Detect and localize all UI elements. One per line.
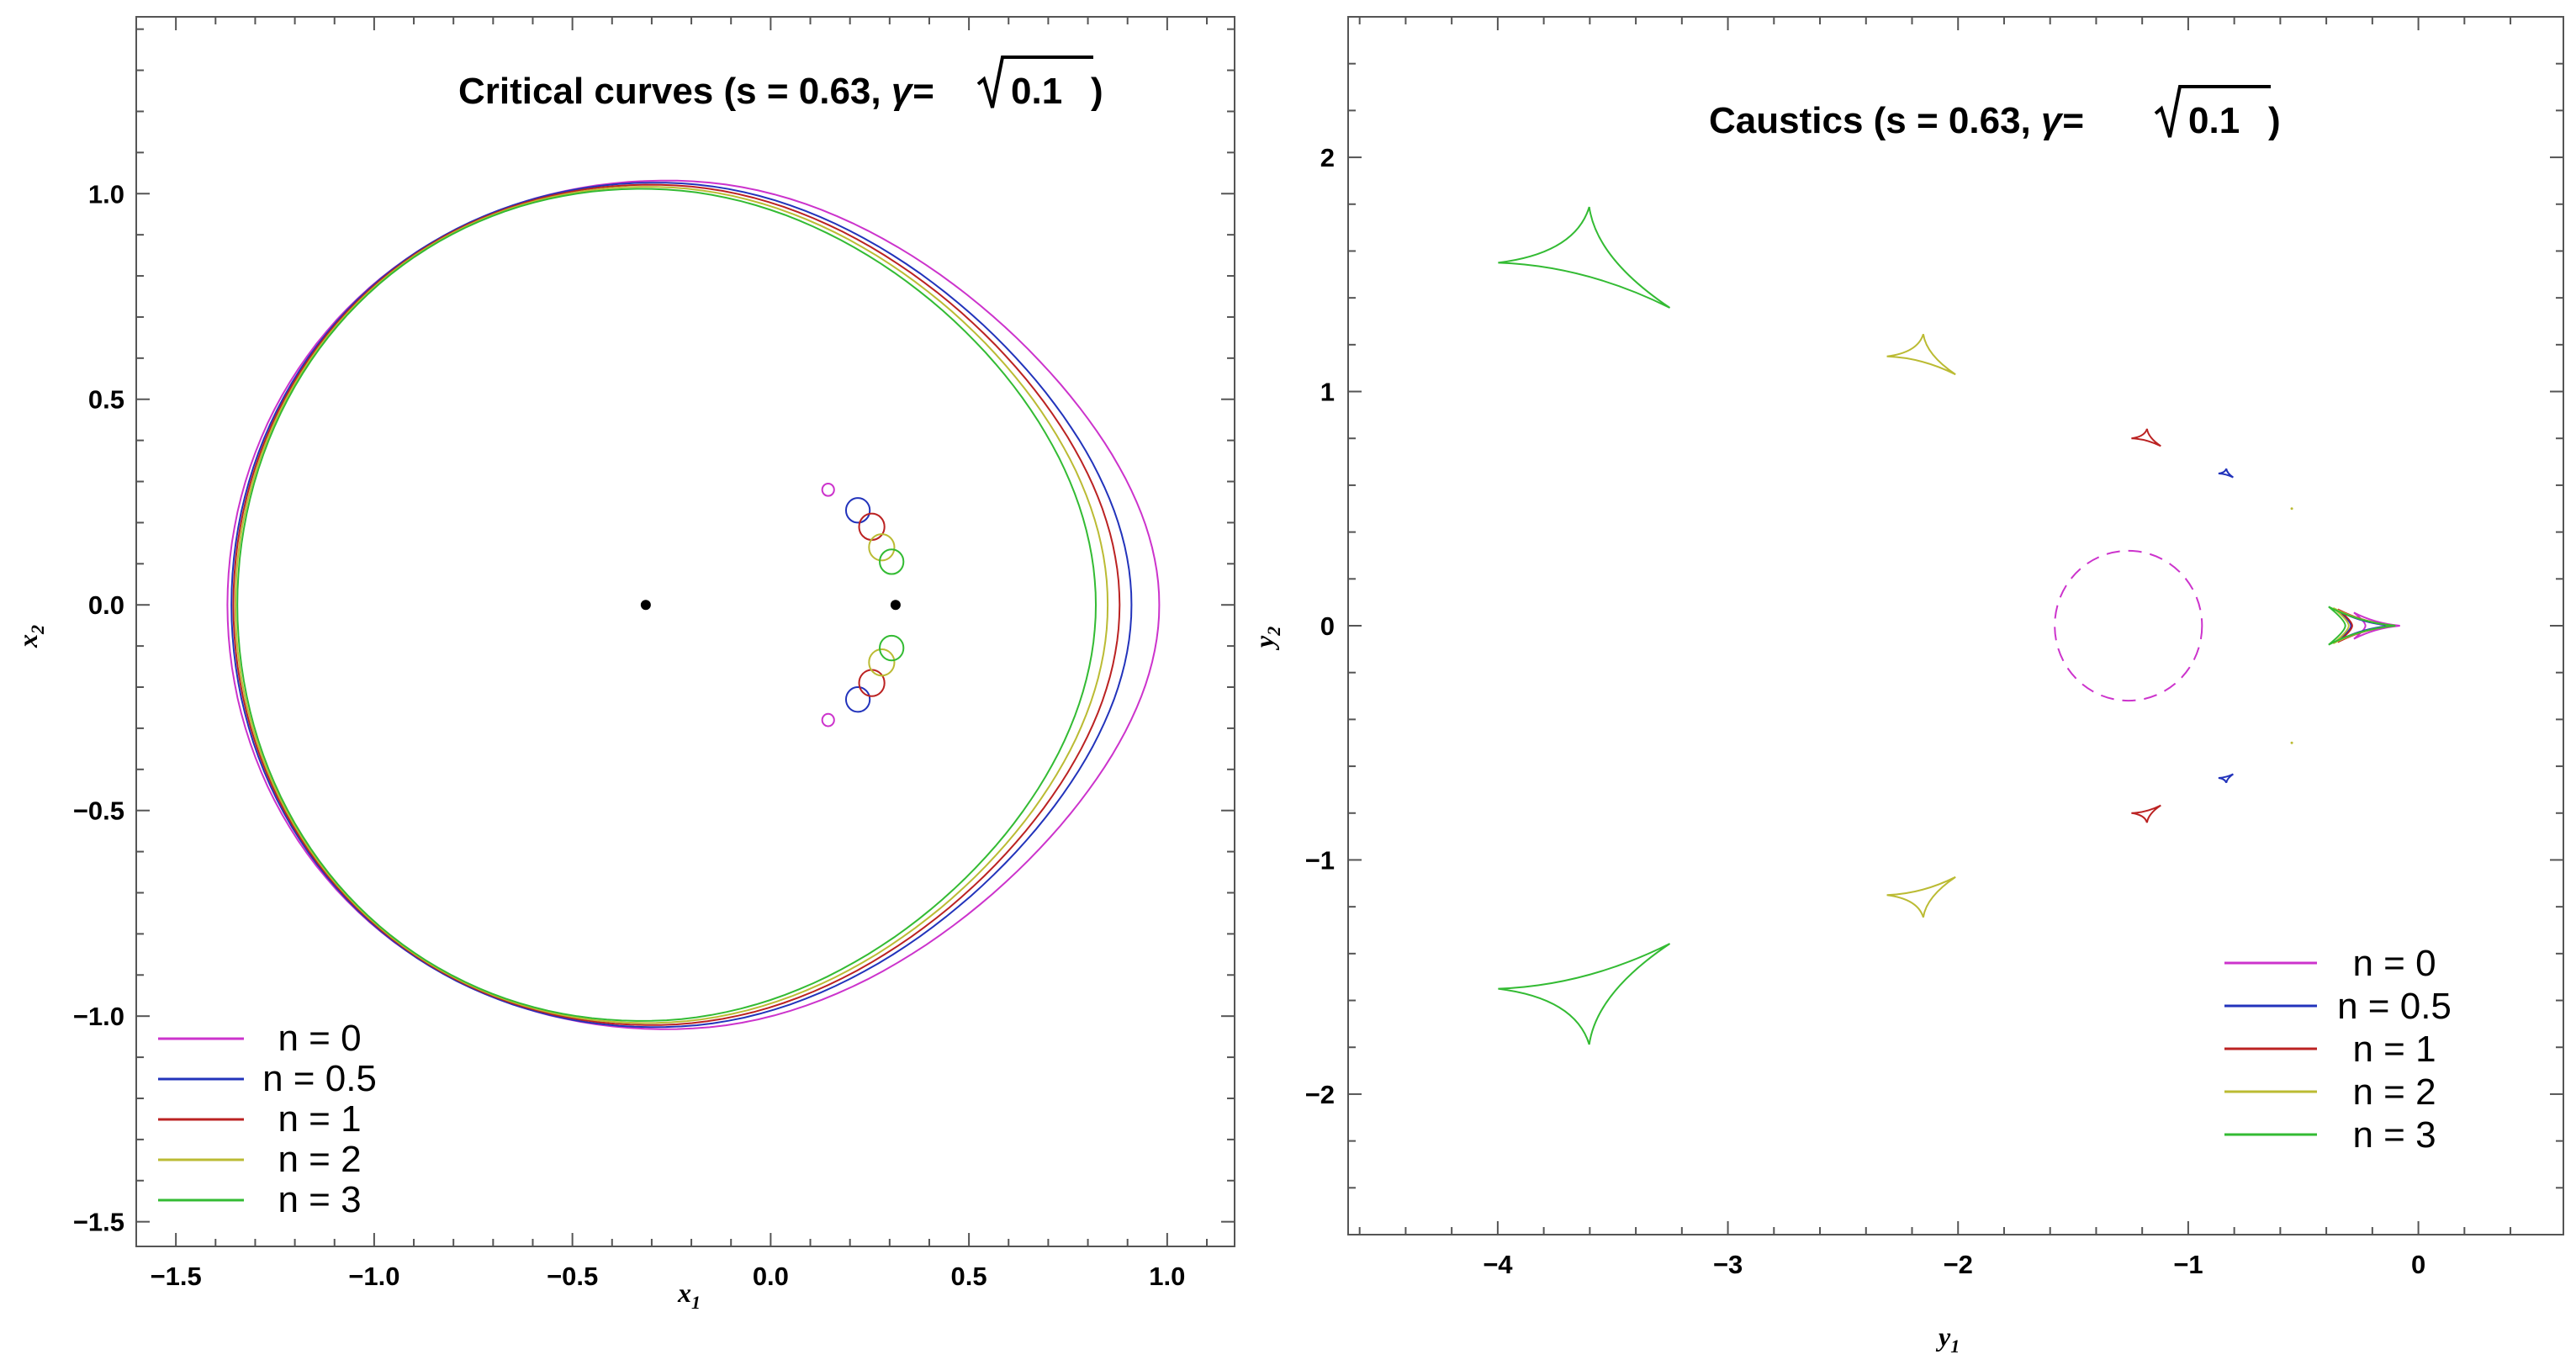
lens-position-point: [890, 600, 901, 611]
x-tick-label: −1.0: [348, 1262, 399, 1291]
critical-curve-small-loop: [868, 533, 896, 562]
caustic-tiny-dot: [2290, 741, 2293, 744]
caustic-upper-triangle: [1498, 206, 1671, 309]
legend-label: n = 1: [278, 1098, 361, 1140]
critical-curves-ticks: −1.5 −1.0 −0.5 0.0 0.5 1.0 1.0 0.5 0.0 −0.5 −1.0 −1…: [73, 17, 1235, 1291]
critical-curve-outer: [236, 188, 1098, 1022]
y-tick-label: 1: [1320, 378, 1335, 407]
caustic-central-cusp: [2353, 611, 2400, 640]
caustic-lower-triangle: [2131, 804, 2161, 823]
critical-curve-outer: [232, 183, 1121, 1026]
critical-curve-small-loop: [844, 497, 871, 524]
caustics-plot-area: [1498, 206, 2400, 1045]
caustic-lower-triangle: [1498, 943, 1671, 1045]
y-tick-label: 0: [1320, 611, 1335, 641]
caustic-upper-triangle: [1886, 333, 1956, 376]
x1-axis-label: x1: [677, 1278, 701, 1313]
y-tick-label: −0.5: [73, 796, 124, 826]
caustics-ticks: −4 −3 −2 −1 0 2 1 0 −1 −2: [1305, 16, 2563, 1279]
legend-label: n = 0: [2352, 943, 2436, 984]
y-tick-label: 2: [1320, 143, 1335, 172]
critical-curves-title: Critical curves (s = 0.63, γ=: [458, 71, 934, 112]
x-tick-label: 0: [2411, 1250, 2425, 1279]
caustic-dashed-circle: [2054, 549, 2203, 702]
legend-label: n = 0.5: [2337, 986, 2452, 1027]
critical-curves-plot-area: [226, 179, 1161, 1030]
y-tick-label: −1.0: [73, 1002, 124, 1031]
x2-axis-label: x2: [13, 625, 48, 648]
critical-curve-outer: [230, 182, 1133, 1029]
y-tick-label: −2: [1305, 1080, 1335, 1109]
caustics-sqrt-sign: [2154, 85, 2271, 138]
x-tick-label: −0.5: [547, 1262, 598, 1291]
critical-curves-legend: n = 0n = 0.5n = 1n = 2n = 3: [158, 1018, 377, 1220]
critical-curves-frame: [135, 16, 1235, 1247]
critical-curve-small-loop: [858, 512, 886, 541]
x-tick-label: −3: [1713, 1250, 1743, 1279]
x-tick-label: 0.5: [951, 1262, 987, 1291]
y2-axis-label: y2: [1249, 627, 1284, 651]
critical-curve-small-loop: [879, 548, 905, 575]
x-tick-label: −1: [2173, 1250, 2203, 1279]
y-tick-label: −1: [1305, 845, 1335, 875]
x-tick-label: −1.5: [151, 1262, 202, 1291]
legend-label: n = 0.5: [262, 1058, 377, 1099]
critical-curves-sqrt-sign: [976, 56, 1093, 108]
caustic-lower-triangle: [2218, 773, 2234, 784]
lens-position-point: [640, 600, 651, 611]
legend-label: n = 3: [2352, 1114, 2436, 1156]
caustic-tiny-dot: [2290, 507, 2293, 511]
y-tick-label: 0.0: [88, 590, 124, 620]
y-tick-label: 1.0: [88, 179, 124, 209]
caustic-central-cusp: [2328, 606, 2396, 646]
y-tick-label: −1.5: [73, 1208, 124, 1237]
y1-axis-label: y1: [1935, 1321, 1960, 1357]
critical-curve-small-loop: [844, 686, 871, 713]
critical-curve-small-loop: [821, 482, 835, 497]
x-tick-label: −2: [1944, 1250, 1973, 1279]
critical-curve-small-loop: [868, 648, 896, 677]
caustic-lower-triangle: [1886, 876, 1956, 918]
legend-label: n = 2: [278, 1139, 361, 1180]
critical-curve-small-loop: [879, 634, 905, 662]
caustic-upper-triangle: [2218, 468, 2234, 479]
critical-curve-outer: [226, 179, 1161, 1030]
caustics-title-suffix: ): [2268, 100, 2281, 141]
critical-curve-small-loop: [858, 669, 886, 697]
caustics-sqrt-arg: 0.1: [2188, 100, 2240, 141]
legend-label: n = 2: [2352, 1071, 2436, 1113]
x-tick-label: −4: [1483, 1250, 1513, 1279]
x-tick-label: 0.0: [753, 1262, 789, 1291]
critical-curve-small-loop: [821, 712, 835, 727]
caustics-legend: n = 0n = 0.5n = 1n = 2n = 3: [2224, 943, 2452, 1156]
caustics-title: Caustics (s = 0.63, γ=: [1709, 100, 2083, 141]
y-tick-label: 0.5: [88, 385, 124, 415]
critical-curves-panel: −1.5 −1.0 −0.5 0.0 0.5 1.0 1.0 0.5 0.0 −0.5 −1.0 −1…: [13, 16, 1235, 1313]
legend-label: n = 0: [278, 1018, 361, 1059]
legend-label: n = 3: [278, 1179, 361, 1220]
caustic-upper-triangle: [2131, 428, 2161, 447]
critical-curve-outer: [234, 186, 1109, 1024]
critical-curves-title-suffix: ): [1091, 71, 1103, 112]
x-tick-label: 1.0: [1149, 1262, 1185, 1291]
critical-curves-sqrt-arg: 0.1: [1011, 71, 1062, 112]
legend-label: n = 1: [2352, 1029, 2436, 1070]
